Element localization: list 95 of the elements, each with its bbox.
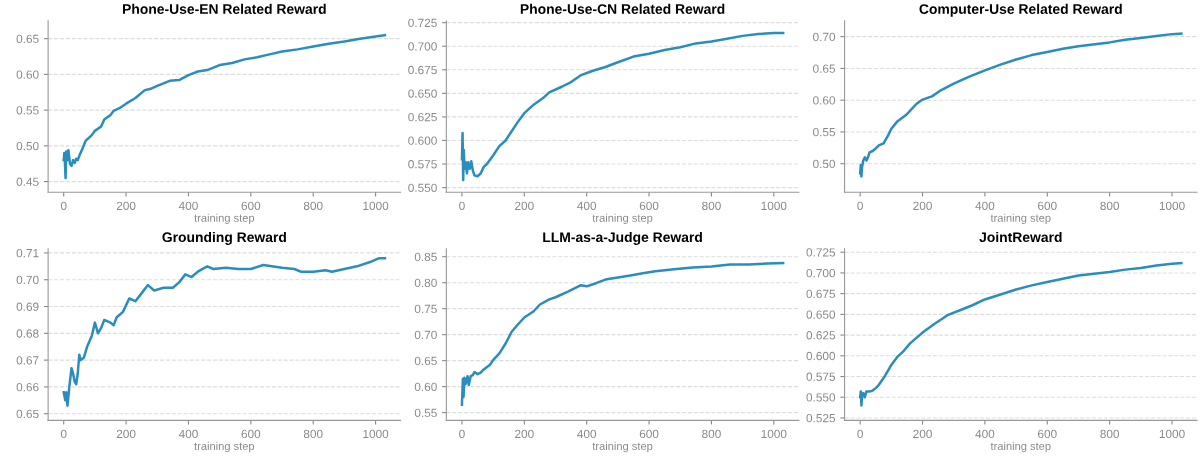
- chart-title: Phone-Use-EN Related Reward: [123, 3, 326, 14]
- x-tick-label: 600: [241, 201, 261, 210]
- y-tick-label: 0.60: [414, 382, 437, 392]
- y-tick-label: 0.55: [414, 408, 437, 418]
- y-tick-label: 0.525: [806, 413, 836, 423]
- y-tick-label: 0.50: [16, 141, 39, 151]
- x-tick-label: 800: [1100, 201, 1120, 210]
- y-tick-label: 0.60: [16, 70, 39, 79]
- y-tick-label: 0.725: [806, 248, 836, 257]
- x-tick-label: 400: [577, 429, 597, 439]
- line-series: [858, 261, 1183, 407]
- x-tick-label: 800: [303, 429, 323, 439]
- x-tick-label: 0: [459, 201, 465, 210]
- y-tick-label: 0.85: [414, 252, 437, 262]
- y-tick-label: 0.65: [813, 64, 836, 73]
- y-tick-label: 0.70: [414, 330, 437, 340]
- y-tick-label: 0.80: [414, 278, 437, 288]
- x-tick-label: 400: [975, 429, 995, 439]
- y-tick-label: 0.650: [806, 310, 836, 319]
- y-tick-label: 0.650: [408, 89, 437, 98]
- y-tick-label: 0.700: [408, 42, 437, 51]
- line-series: [460, 31, 785, 182]
- x-tick-label: 1000: [1159, 429, 1185, 439]
- x-tick-label: 1000: [363, 429, 389, 439]
- y-tick-label: 0.70: [16, 275, 39, 285]
- chart-title: Grounding Reward: [162, 231, 286, 245]
- y-tick-label: 0.550: [408, 183, 437, 192]
- y-tick-label: 0.68: [16, 329, 39, 338]
- y-tick-label: 0.575: [408, 160, 437, 169]
- y-tick-label: 0.65: [16, 409, 39, 419]
- x-axis-title: training step: [194, 213, 255, 225]
- y-tick-label: 0.675: [806, 289, 836, 299]
- y-tick-label: 0.625: [408, 112, 437, 122]
- x-tick-label: 600: [1038, 429, 1057, 439]
- y-tick-label: 0.50: [813, 159, 836, 169]
- x-tick-label: 1000: [761, 201, 787, 210]
- x-tick-label: 200: [515, 201, 534, 210]
- x-tick-label: 200: [913, 201, 932, 210]
- x-tick-label: 800: [1100, 429, 1120, 439]
- y-tick-label: 0.66: [16, 382, 39, 392]
- y-tick-label: 0.725: [408, 18, 437, 28]
- x-tick-label: 800: [702, 429, 721, 439]
- y-tick-label: 0.70: [813, 32, 836, 42]
- y-tick-label: 0.69: [16, 302, 39, 311]
- y-tick-label: 0.65: [16, 34, 39, 44]
- y-tick-label: 0.60: [813, 96, 836, 105]
- chart-title: JointReward: [979, 231, 1062, 243]
- x-tick-label: 400: [178, 429, 198, 439]
- x-axis-title: training step: [990, 441, 1051, 453]
- y-tick-label: 0.625: [806, 331, 836, 340]
- x-tick-label: 200: [515, 429, 534, 439]
- x-tick-label: 400: [577, 201, 597, 210]
- x-tick-label: 0: [857, 429, 863, 439]
- x-tick-label: 800: [303, 201, 323, 210]
- chart-title: Phone-Use-CN Related Reward: [520, 3, 725, 14]
- x-axis-title: training step: [592, 213, 653, 225]
- x-axis-title: training step: [990, 213, 1051, 225]
- x-tick-label: 600: [241, 429, 261, 439]
- y-tick-label: 0.550: [806, 393, 836, 402]
- x-tick-label: 600: [639, 201, 659, 210]
- x-tick-label: 1000: [761, 429, 787, 439]
- y-tick-label: 0.700: [806, 268, 836, 278]
- x-axis-title: training step: [592, 441, 653, 453]
- x-tick-label: 600: [639, 429, 659, 439]
- line-series: [858, 32, 1183, 178]
- y-tick-label: 0.575: [806, 372, 836, 381]
- y-tick-label: 0.55: [813, 127, 836, 137]
- y-tick-label: 0.65: [414, 356, 437, 366]
- y-tick-label: 0.55: [16, 106, 39, 115]
- y-tick-label: 0.67: [16, 356, 39, 365]
- x-tick-label: 600: [1038, 201, 1057, 210]
- line-series: [62, 33, 387, 180]
- y-tick-label: 0.71: [16, 248, 39, 258]
- x-tick-label: 1000: [1159, 201, 1185, 210]
- x-tick-label: 200: [116, 429, 136, 439]
- x-tick-label: 200: [913, 429, 932, 439]
- x-axis-title: training step: [194, 441, 255, 453]
- line-series: [460, 261, 785, 407]
- x-tick-label: 1000: [363, 201, 389, 210]
- y-tick-label: 0.45: [16, 177, 39, 186]
- x-tick-label: 0: [459, 429, 465, 439]
- chart-title: Computer-Use Related Reward: [919, 3, 1122, 17]
- x-tick-label: 800: [702, 201, 721, 210]
- x-tick-label: 0: [60, 429, 67, 439]
- y-tick-label: 0.675: [408, 65, 437, 75]
- line-series: [62, 257, 387, 407]
- x-tick-label: 0: [60, 201, 67, 210]
- y-tick-label: 0.600: [408, 136, 437, 145]
- chart-title: LLM-as-a-Judge Reward: [543, 231, 702, 245]
- x-tick-label: 400: [975, 201, 995, 210]
- x-tick-label: 0: [857, 201, 863, 210]
- x-tick-label: 400: [178, 201, 198, 210]
- y-tick-label: 0.600: [806, 351, 836, 361]
- y-tick-label: 0.75: [414, 304, 437, 314]
- x-tick-label: 200: [116, 201, 136, 210]
